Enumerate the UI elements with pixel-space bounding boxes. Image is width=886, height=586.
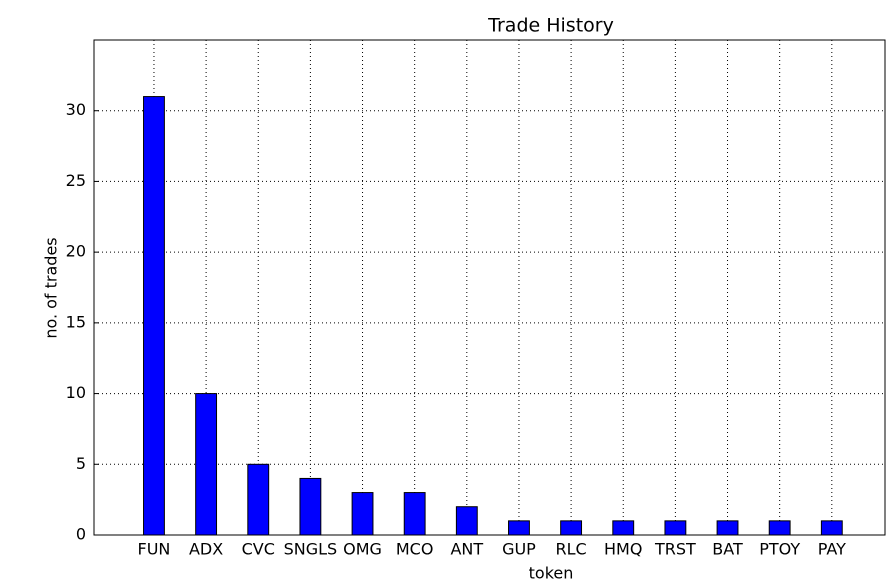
y-tick-label: 10: [66, 383, 86, 402]
x-tick-label: RLC: [556, 540, 587, 559]
bar: [664, 520, 687, 536]
bar: [455, 506, 478, 536]
x-tick-label: MCO: [396, 540, 434, 559]
x-tick-label: HMQ: [604, 540, 642, 559]
y-tick-label: 30: [66, 100, 86, 119]
x-tick-label: SNGLS: [284, 540, 338, 559]
x-tick-label: GUP: [502, 540, 536, 559]
bar: [351, 492, 374, 536]
bar: [768, 520, 791, 536]
bar: [403, 492, 426, 536]
x-tick-label: PAY: [818, 540, 846, 559]
bar: [820, 520, 843, 536]
bar: [508, 520, 530, 536]
y-tick-label: 0: [76, 525, 86, 544]
x-axis-label: token: [529, 564, 574, 583]
y-tick-label: 15: [66, 312, 86, 331]
y-axis-label: no. of trades: [42, 237, 61, 338]
y-tick-label: 25: [66, 171, 86, 190]
x-tick-label: PTOY: [759, 540, 800, 559]
bar: [195, 393, 218, 536]
x-tick-label: FUN: [138, 540, 171, 559]
x-tick-label: TRST: [654, 540, 696, 559]
y-tick-label: 20: [66, 242, 86, 261]
x-tick-label: OMG: [343, 540, 382, 559]
bar: [612, 520, 635, 536]
bar: [299, 477, 322, 536]
bar: [560, 520, 583, 536]
x-tick-label: BAT: [712, 540, 743, 559]
bar: [247, 463, 270, 536]
bar: [143, 96, 165, 536]
x-tick-label: ADX: [189, 540, 223, 559]
plot-frame: [93, 39, 886, 536]
x-tick-label: CVC: [242, 540, 275, 559]
x-tick-label: ANT: [450, 540, 483, 559]
y-tick-label: 5: [76, 454, 86, 473]
chart-title: Trade History: [487, 15, 614, 37]
bar: [716, 520, 739, 536]
